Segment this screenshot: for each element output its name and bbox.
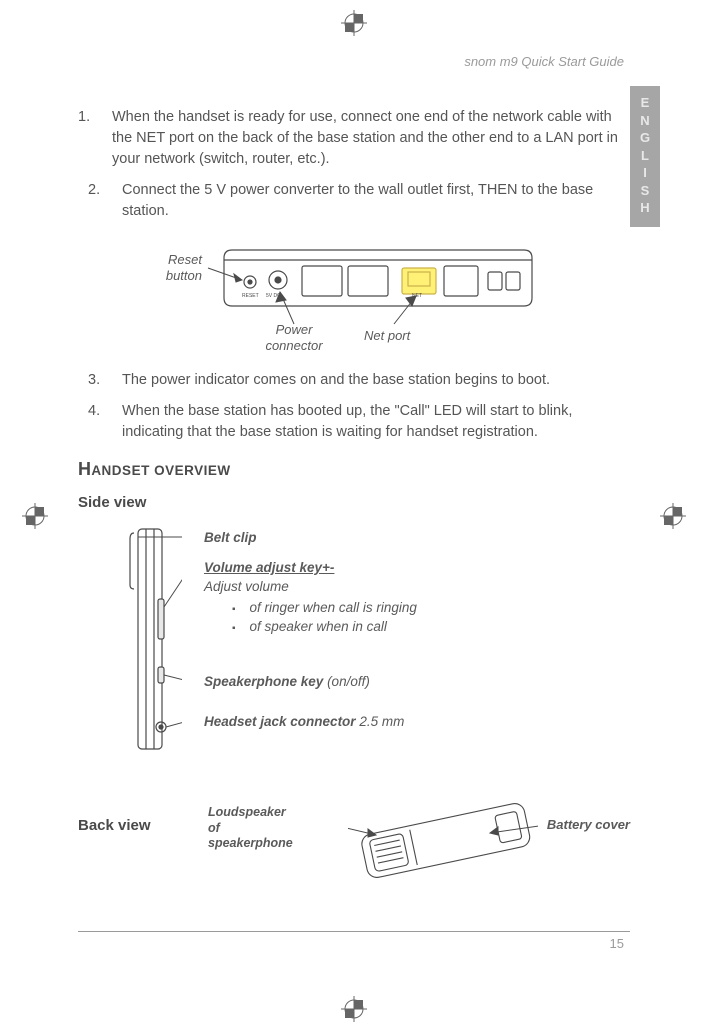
label-spk-key: Speakerphone key [204, 674, 323, 689]
label-headset-note: 2.5 mm [356, 714, 405, 729]
lang-letter: G [630, 129, 660, 147]
base-station-diagram: RESET 5V DC NET Reset button Power conne… [144, 236, 564, 356]
step-num: 4. [88, 401, 122, 443]
handset-side-icon [128, 527, 182, 757]
doc-title: snom m9 Quick Start Guide [78, 46, 630, 69]
step-text: Connect the 5 V power converter to the w… [122, 180, 630, 222]
lang-letter: E [630, 94, 660, 112]
heading-handset-overview: HANDSET OVERVIEW [78, 459, 630, 480]
label-reset: Reset button [124, 252, 202, 285]
registration-mark-icon [660, 503, 686, 529]
port-label-reset: RESET [242, 293, 259, 299]
heading-side-view: Side view [78, 494, 630, 511]
step-num: 1. [78, 107, 112, 170]
annot-loudspeaker: Loudspeaker of speakerphone [208, 805, 293, 852]
step-list-top: 1. When the handset is ready for use, co… [78, 107, 630, 222]
step-text: The power indicator comes on and the bas… [122, 370, 630, 391]
lang-letter: N [630, 112, 660, 130]
label-volume-title: Volume adjust key+- [204, 560, 334, 575]
registration-mark-icon [22, 503, 48, 529]
label-headset: Headset jack connector [204, 714, 356, 729]
language-tab: E N G L I S H [630, 86, 660, 227]
annot-volume: Volume adjust key+- Adjust volume of rin… [204, 559, 417, 637]
page-number: 15 [78, 932, 630, 951]
handset-back-icon [348, 795, 538, 879]
registration-mark-icon [341, 996, 367, 1022]
lang-letter: L [630, 147, 660, 165]
step-text: When the handset is ready for use, conne… [112, 107, 630, 170]
step-4: 4. When the base station has booted up, … [78, 401, 630, 443]
lang-letter: I [630, 164, 660, 182]
label-volume-b2: of speaker when in call [250, 619, 387, 634]
annot-speakerphone: Speakerphone key (on/off) [204, 673, 370, 692]
label-belt-clip: Belt clip [204, 530, 257, 545]
step-list-bottom: 3. The power indicator comes on and the … [78, 370, 630, 443]
label-spk-note: (on/off) [323, 674, 370, 689]
step-num: 2. [88, 180, 122, 222]
annot-headset: Headset jack connector 2.5 mm [204, 713, 404, 732]
page-content: snom m9 Quick Start Guide E N G L I S H … [78, 46, 630, 986]
label-volume-b1: of ringer when call is ringing [250, 600, 417, 615]
step-1: 1. When the handset is ready for use, co… [78, 107, 630, 170]
heading-back-view: Back view [78, 817, 151, 834]
annot-belt-clip: Belt clip [204, 529, 257, 548]
label-volume-sub: Adjust volume [204, 579, 289, 594]
lang-letter: S [630, 182, 660, 200]
label-power: Power connector [254, 322, 334, 355]
lang-letter: H [630, 199, 660, 217]
step-num: 3. [88, 370, 122, 391]
registration-mark-icon [341, 10, 367, 36]
side-view-diagram: Belt clip Volume adjust key+- Adjust vol… [128, 527, 630, 777]
step-2: 2. Connect the 5 V power converter to th… [78, 180, 630, 222]
step-3: 3. The power indicator comes on and the … [78, 370, 630, 391]
label-net: Net port [364, 328, 410, 344]
step-text: When the base station has booted up, the… [122, 401, 630, 443]
back-view-diagram: Back view Loudspeaker of speakerphone [78, 787, 630, 907]
annot-battery-cover: Battery cover [547, 817, 630, 832]
